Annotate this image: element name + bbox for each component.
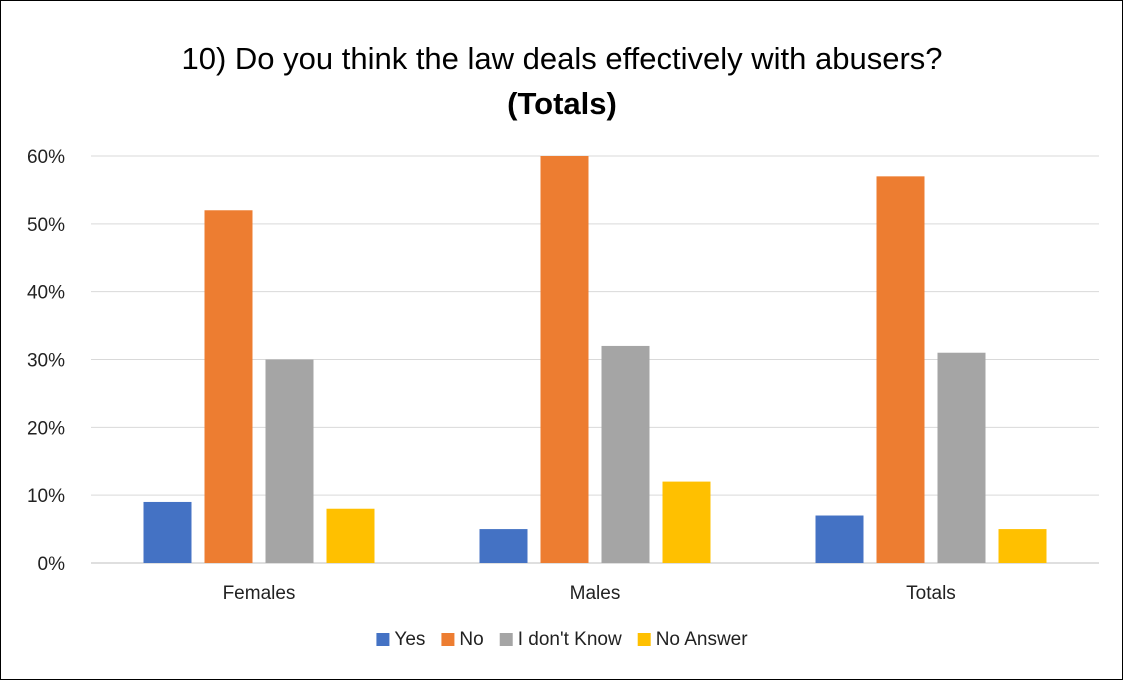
- legend-label: No: [459, 629, 483, 650]
- bar-totals-i-don-t-know: [937, 352, 986, 563]
- legend-label: Yes: [394, 629, 425, 650]
- bar-females-no: [204, 210, 253, 563]
- bar-males-i-don-t-know: [601, 345, 650, 563]
- bars: [143, 156, 1047, 563]
- bar-females-no-answer: [326, 508, 375, 563]
- chart-title: 10) Do you think the law deals effective…: [181, 41, 942, 76]
- legend-swatch: [441, 633, 455, 646]
- y-tick-label: 20%: [27, 418, 65, 439]
- bar-totals-no-answer: [998, 529, 1047, 563]
- y-tick-label: 40%: [27, 283, 65, 304]
- legend-label: No Answer: [656, 629, 749, 650]
- y-tick-label: 60%: [27, 147, 65, 168]
- bar-males-no: [540, 156, 589, 563]
- x-category-label: Females: [223, 583, 296, 604]
- legend-label: I don't Know: [518, 629, 622, 650]
- legend-item-no-answer: No Answer: [637, 629, 749, 650]
- bar-totals-yes: [815, 515, 864, 563]
- gridlines: [91, 155, 1099, 564]
- chart-subtitle: (Totals): [507, 86, 617, 121]
- legend-item-i-don-t-know: I don't Know: [499, 629, 622, 650]
- y-axis-ticks: 0% 10% 20% 30% 40% 50% 60%: [27, 147, 65, 575]
- legend-swatch: [499, 633, 513, 646]
- legend-swatch: [637, 633, 651, 646]
- legend-item-no: No: [441, 629, 484, 650]
- legend: Yes No I don't Know No Answer: [376, 629, 748, 650]
- y-tick-label: 50%: [27, 215, 65, 236]
- bar-males-yes: [479, 529, 528, 563]
- y-tick-label: 0%: [38, 554, 66, 575]
- y-tick-label: 30%: [27, 351, 65, 372]
- legend-swatch: [376, 633, 390, 646]
- legend-item-yes: Yes: [376, 629, 425, 650]
- x-category-label: Males: [570, 583, 621, 604]
- x-axis-categories: Females Males Totals: [223, 583, 956, 604]
- bar-females-i-don-t-know: [265, 359, 314, 563]
- bar-males-no-answer: [662, 481, 711, 563]
- y-tick-label: 10%: [27, 486, 65, 507]
- bar-females-yes: [143, 501, 192, 563]
- x-category-label: Totals: [906, 583, 956, 604]
- bar-totals-no: [876, 176, 925, 563]
